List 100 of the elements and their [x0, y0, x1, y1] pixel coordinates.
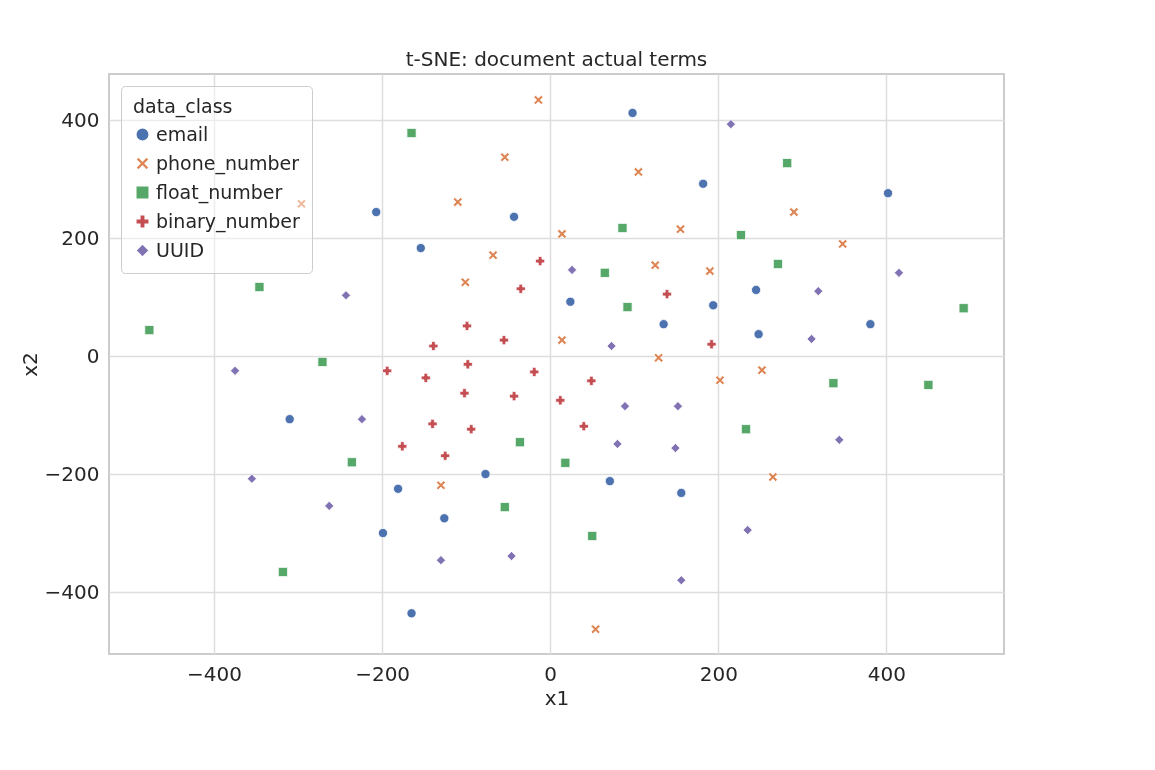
point	[277, 566, 288, 577]
point	[806, 333, 817, 344]
point	[627, 107, 638, 118]
point	[246, 473, 257, 484]
point	[509, 211, 520, 222]
legend-label: binary_number	[156, 209, 300, 233]
point	[556, 228, 567, 239]
point	[514, 437, 525, 448]
point	[406, 608, 417, 619]
point	[698, 178, 709, 189]
y-tick-label: 400	[61, 107, 100, 132]
point	[672, 401, 683, 412]
point	[813, 286, 824, 297]
x-tick-label: −400	[187, 661, 243, 686]
point	[529, 366, 540, 377]
point	[923, 379, 934, 390]
point	[556, 335, 567, 346]
point	[714, 375, 725, 386]
point	[587, 530, 598, 541]
point	[415, 243, 426, 254]
point	[324, 500, 335, 511]
point	[420, 372, 431, 383]
point	[619, 401, 630, 412]
point	[317, 356, 328, 367]
point	[499, 502, 510, 513]
point	[439, 513, 450, 524]
y-tick-label: −200	[44, 461, 100, 486]
point	[230, 365, 241, 376]
point	[254, 281, 265, 293]
point	[567, 264, 578, 275]
legend-title: data_class	[133, 95, 233, 118]
point	[509, 391, 520, 402]
point	[675, 224, 686, 235]
point	[662, 289, 673, 300]
point	[612, 438, 623, 449]
chart-title: t-SNE: document actual terms	[405, 47, 708, 71]
point	[837, 238, 848, 249]
y-tick-label: −400	[44, 579, 100, 604]
y-tick-label: 200	[61, 225, 100, 250]
point	[599, 267, 610, 278]
point	[751, 284, 762, 295]
point	[708, 300, 719, 311]
point	[586, 375, 597, 386]
point	[865, 319, 876, 330]
point	[466, 424, 477, 435]
point	[828, 378, 839, 389]
point	[658, 319, 669, 330]
point	[735, 230, 746, 241]
point	[371, 207, 382, 218]
point	[958, 303, 969, 314]
x-tick-label: 0	[544, 661, 558, 686]
point	[883, 188, 894, 199]
point	[144, 325, 155, 336]
point	[725, 119, 736, 130]
point	[767, 471, 778, 482]
point	[435, 480, 446, 491]
legend-label: email	[156, 122, 209, 145]
point	[284, 414, 295, 425]
point	[893, 267, 904, 278]
point	[340, 290, 351, 301]
point	[397, 441, 408, 452]
point	[622, 302, 633, 313]
point	[670, 443, 681, 454]
point	[393, 483, 404, 494]
point	[565, 296, 576, 307]
point	[782, 158, 793, 169]
point	[499, 152, 510, 163]
x-tick-label: 200	[699, 661, 738, 686]
y-tick-label: 0	[86, 343, 100, 368]
point	[753, 329, 764, 340]
point	[617, 222, 628, 234]
point	[555, 395, 566, 406]
point	[772, 258, 783, 269]
point	[427, 418, 438, 429]
point	[650, 260, 661, 271]
point	[406, 127, 417, 139]
point	[296, 198, 307, 209]
point	[604, 476, 615, 487]
point	[462, 359, 473, 370]
point	[740, 424, 752, 435]
point	[578, 421, 589, 432]
point	[742, 525, 753, 536]
point	[382, 365, 393, 376]
point	[676, 487, 687, 498]
point	[704, 266, 715, 277]
point	[653, 352, 664, 363]
point	[676, 575, 687, 586]
point	[459, 388, 470, 399]
y-axis-title: x2	[17, 352, 42, 377]
point	[377, 528, 388, 539]
point	[428, 340, 439, 352]
point	[480, 469, 491, 480]
point	[460, 277, 471, 288]
point	[440, 450, 451, 461]
x-axis-title: x1	[544, 685, 570, 710]
point	[506, 551, 517, 562]
point	[606, 340, 617, 352]
legend-label: float_number	[156, 180, 283, 204]
point	[488, 250, 499, 261]
point	[788, 207, 799, 218]
